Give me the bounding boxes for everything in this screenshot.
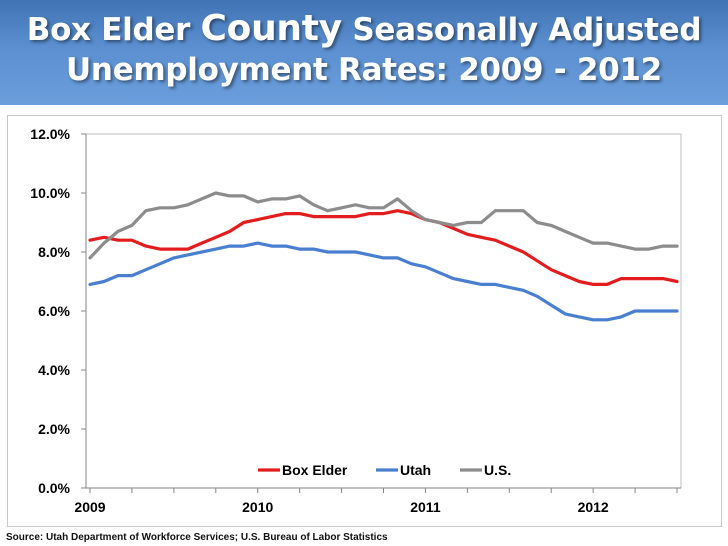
title-text-c: Seasonally Adjusted bbox=[341, 12, 702, 48]
legend-label: Box Elder bbox=[282, 462, 348, 478]
x-tick-label: 2012 bbox=[578, 499, 609, 515]
x-tick-label: 2010 bbox=[242, 499, 273, 515]
legend-label: Utah bbox=[400, 462, 431, 478]
chart-area: 0.0% 2.0% 4.0% 6.0% 8.0% 10.0% 12.0% 2009 2010 20… bbox=[7, 115, 722, 527]
title-banner: Box Elder County Seasonally Adjusted Une… bbox=[0, 0, 728, 105]
y-tick-label: 12.0% bbox=[30, 126, 70, 142]
slide-title-line-1: Box Elder County Seasonally Adjusted bbox=[0, 8, 728, 49]
y-tick-label: 10.0% bbox=[30, 185, 70, 201]
y-tick-label: 0.0% bbox=[38, 480, 70, 496]
series-line-utah bbox=[88, 241, 679, 322]
y-tick-label: 8.0% bbox=[38, 244, 70, 260]
y-tick-label: 2.0% bbox=[38, 421, 70, 437]
series-line-u-s bbox=[88, 191, 679, 260]
x-tick-label: 2011 bbox=[410, 499, 441, 515]
source-note: Source: Utah Department of Workforce Ser… bbox=[6, 532, 388, 543]
y-tick-label: 4.0% bbox=[38, 362, 70, 378]
series-line-box-elder bbox=[88, 209, 679, 286]
title-text-a: Box Elder bbox=[26, 12, 201, 48]
title-text-b: County bbox=[200, 8, 343, 49]
x-tick-label: 2009 bbox=[74, 499, 105, 515]
y-tick-label: 6.0% bbox=[38, 303, 70, 319]
slide-title-line-2: Unemployment Rates: 2009 - 2012 bbox=[66, 52, 662, 88]
unemployment-line-chart: 0.0% 2.0% 4.0% 6.0% 8.0% 10.0% 12.0% 2009 2010 20… bbox=[30, 126, 682, 515]
legend-label: U.S. bbox=[484, 462, 511, 478]
plot-border bbox=[85, 133, 682, 489]
